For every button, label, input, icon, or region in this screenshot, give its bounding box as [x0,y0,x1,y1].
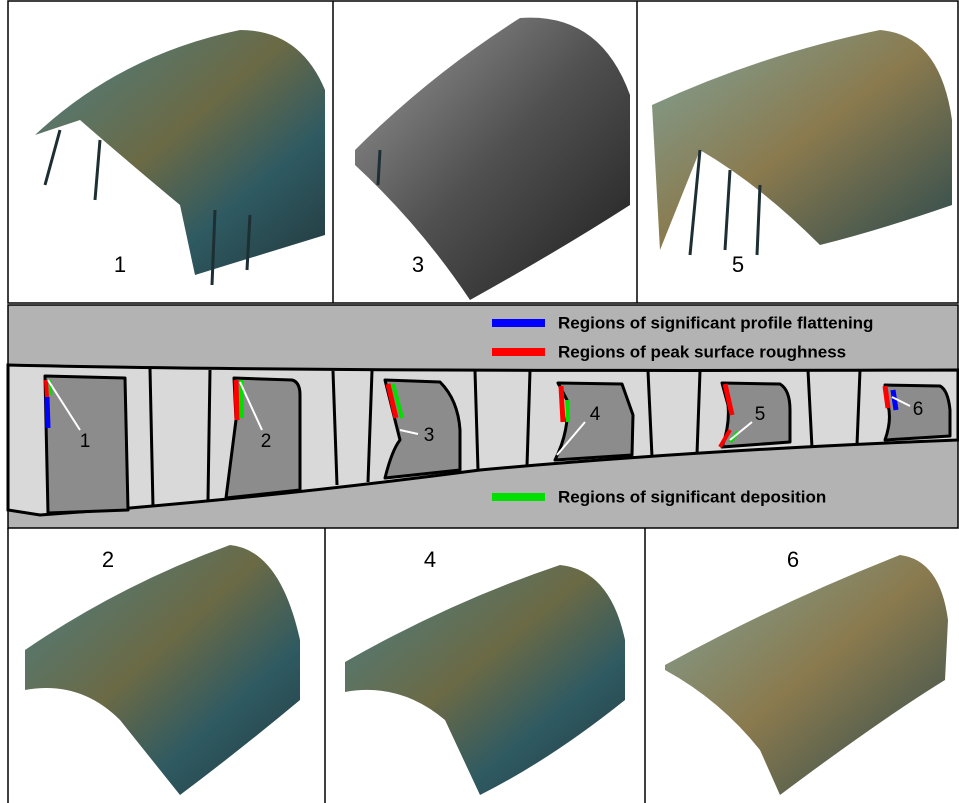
figure: 1 3 5 [0,0,959,803]
callout: 3 [424,425,435,446]
callout: 1 [80,431,91,452]
callout: 6 [913,399,924,420]
surface-scan [25,545,300,795]
top-panels: 1 3 5 [8,1,958,303]
roughness-marker [885,386,888,408]
surface-scan [345,565,625,795]
roughness-marker [561,386,563,422]
callout: 2 [261,431,272,452]
panel-label: 5 [732,252,744,277]
panel-label: 4 [424,547,436,572]
diagram: 1 2 3 4 5 6 Regions of significant profi… [8,305,958,528]
panel-label: 2 [102,547,114,572]
roughness-marker [46,380,47,397]
callout: 4 [590,404,601,425]
legend-text: Regions of peak surface roughness [558,342,846,361]
surface-scan [652,30,952,250]
surface-scan [355,18,630,300]
panel-label: 1 [114,252,126,277]
legend-text: Regions of significant profile flattenin… [558,313,873,332]
callout: 5 [755,404,766,425]
surface-scan [665,555,948,795]
panel-label: 6 [787,547,799,572]
deposition-marker [567,400,568,422]
panel-label: 3 [412,252,424,277]
flattening-marker [893,390,896,410]
flattening-marker [47,397,48,428]
roughness-marker [236,380,237,420]
surface-scan [35,30,325,275]
page: {"panels_top": [{"label": "1"}, {"label"… [0,0,959,803]
legend-text: Regions of significant deposition [558,487,826,506]
bottom-panels: 2 4 6 [8,528,948,803]
